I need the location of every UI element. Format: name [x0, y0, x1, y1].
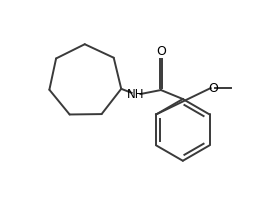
Text: O: O [208, 82, 218, 95]
Text: NH: NH [127, 87, 145, 101]
Text: O: O [156, 45, 166, 58]
